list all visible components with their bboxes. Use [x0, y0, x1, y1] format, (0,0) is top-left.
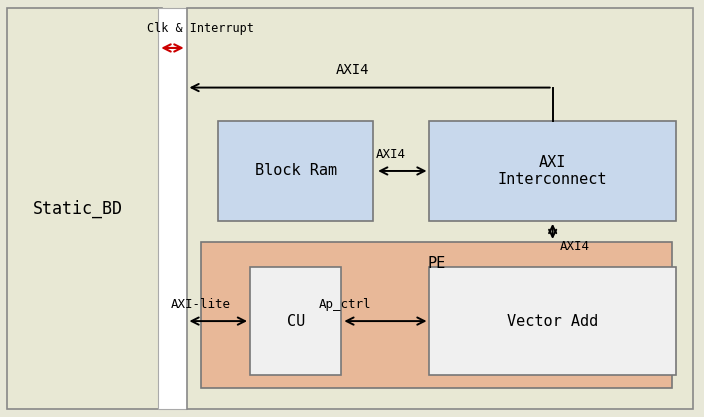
Bar — [201, 242, 672, 388]
Text: Ap_ctrl: Ap_ctrl — [319, 298, 371, 311]
Bar — [7, 8, 162, 409]
Bar — [250, 267, 341, 375]
Text: PE: PE — [427, 256, 446, 271]
Text: Clk & Interrupt: Clk & Interrupt — [147, 23, 254, 35]
Text: Vector Add: Vector Add — [507, 314, 598, 329]
Text: AXI
Interconnect: AXI Interconnect — [498, 155, 608, 187]
Text: Block Ram: Block Ram — [255, 163, 337, 178]
Text: AXI4: AXI4 — [335, 63, 369, 77]
Bar — [218, 121, 373, 221]
Text: CU: CU — [287, 314, 305, 329]
Bar — [187, 8, 693, 409]
Bar — [429, 267, 676, 375]
Bar — [429, 121, 676, 221]
Text: AXI4: AXI4 — [376, 148, 406, 161]
Text: Static_BD: Static_BD — [32, 199, 122, 218]
Bar — [158, 8, 187, 409]
Text: AXI4: AXI4 — [560, 239, 590, 253]
Text: AXI-lite: AXI-lite — [170, 298, 231, 311]
